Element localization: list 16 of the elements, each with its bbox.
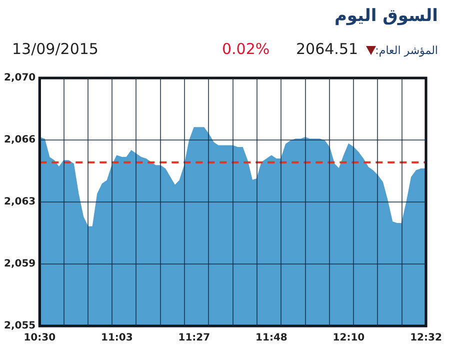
x-tick-label: 11:48 (256, 332, 288, 344)
y-tick-label: 2,066 (4, 134, 36, 146)
y-tick-label: 2,059 (4, 258, 36, 270)
y-tick-label: 2,063 (4, 196, 36, 208)
x-tick-label: 10:30 (24, 332, 56, 344)
text: المؤشر العام: (375, 44, 438, 57)
y-tick-label: 2,055 (4, 320, 36, 332)
text: 13/09/2015 (12, 40, 98, 58)
x-tick-label: 12:32 (410, 332, 442, 344)
x-tick-label: 11:27 (178, 332, 210, 344)
x-tick-label: 12:10 (332, 332, 365, 344)
chart-title: السوق اليوم (334, 6, 438, 26)
text: 2064.51 (296, 40, 358, 58)
x-tick-label: 11:03 (100, 332, 133, 344)
y-tick-label: 2,070 (4, 72, 36, 84)
text: 0.02% (222, 40, 270, 58)
